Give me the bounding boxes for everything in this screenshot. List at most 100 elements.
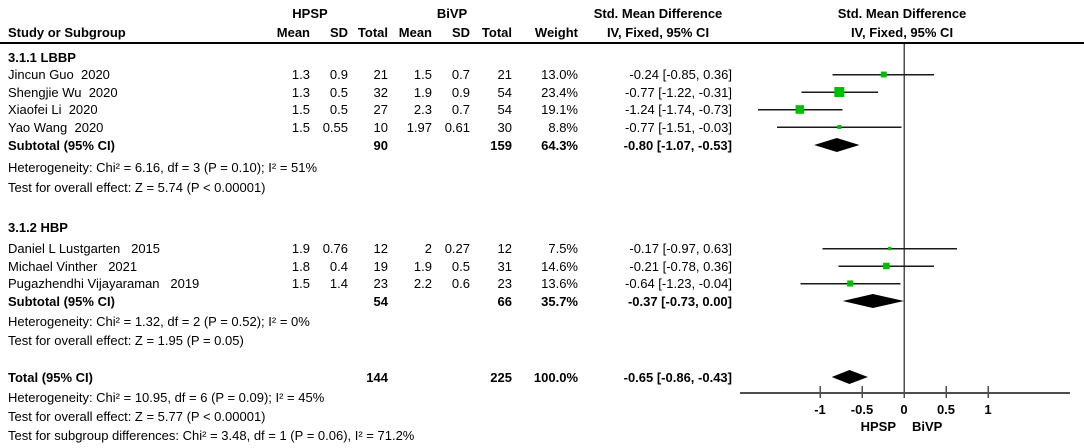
subtotal-row: Subtotal (95% CI) 90 159 64.3% -0.80 [-1.07,… xyxy=(0,137,1084,154)
ci-text-cell: -0.77 [-1.22, -0.31] xyxy=(625,85,732,100)
mean1-cell: 1.5 xyxy=(291,102,310,117)
weight-cell: 7.5% xyxy=(548,241,578,256)
total1-column-header: Total xyxy=(357,25,388,40)
total-row: Total (95% CI) 144 225 100.0% -0.65 [-0.86, … xyxy=(0,369,1084,386)
study-row: Daniel L Lustgarten 2015 1.9 0.76 12 2 0.27 12… xyxy=(0,240,1084,257)
total2-cell: 54 xyxy=(497,102,512,117)
note-row: Heterogeneity: Chi² = 1.32, df = 2 (P = … xyxy=(0,313,1084,330)
total1-cell: 54 xyxy=(373,294,388,309)
section-row: 3.1.1 LBBP xyxy=(0,49,1084,66)
sd1-cell: 0.4 xyxy=(329,259,348,274)
stat-note: Test for overall effect: Z = 5.77 (P < 0… xyxy=(8,409,266,424)
study-row: Xiaofei Li 2020 1.5 0.5 27 2.3 0.7 54 19.1% -1.2… xyxy=(0,101,1084,118)
section-label: 3.1.1 LBBP xyxy=(8,50,76,65)
sd2-cell: 0.61 xyxy=(444,120,470,135)
study-name-cell: Xiaofei Li 2020 xyxy=(8,102,98,117)
ci-text-cell: -0.64 [-1.23, -0.04] xyxy=(625,276,732,291)
sd1-cell: 0.76 xyxy=(322,241,348,256)
sd2-column-header: SD xyxy=(451,25,470,40)
total1-cell: 27 xyxy=(373,102,388,117)
study-name-cell: Michael Vinther 2021 xyxy=(8,259,138,274)
mean1-cell: 1.9 xyxy=(291,241,310,256)
sd1-cell: 0.5 xyxy=(329,102,348,117)
total2-column-header: Total xyxy=(481,25,512,40)
study-name-cell: Total (95% CI) xyxy=(8,370,93,385)
smd-title-left: Std. Mean Difference xyxy=(593,6,723,21)
weight-column-header: Weight xyxy=(534,25,578,40)
note-row: Heterogeneity: Chi² = 10.95, df = 6 (P =… xyxy=(0,389,1084,406)
weight-cell: 19.1% xyxy=(541,102,578,117)
study-row: Yao Wang 2020 1.5 0.55 10 1.97 0.61 30 8.8% -0.7… xyxy=(0,119,1084,136)
note-row: Test for overall effect: Z = 5.74 (P < 0… xyxy=(0,179,1084,196)
total1-cell: 10 xyxy=(373,120,388,135)
weight-cell: 13.0% xyxy=(541,67,578,82)
study-name-cell: Pugazhendhi Vijayaraman 2019 xyxy=(8,276,200,291)
smd-sub-left: IV, Fixed, 95% CI xyxy=(606,25,710,40)
sd2-cell: 0.9 xyxy=(451,85,470,100)
study-name-cell: Subtotal (95% CI) xyxy=(8,138,115,153)
ci-text-cell: -0.77 [-1.51, -0.03] xyxy=(625,120,732,135)
total2-cell: 66 xyxy=(497,294,512,309)
sd1-cell: 1.4 xyxy=(329,276,348,291)
mean2-cell: 2.2 xyxy=(413,276,432,291)
weight-cell: 100.0% xyxy=(533,370,578,385)
total1-cell: 144 xyxy=(366,370,388,385)
sd1-column-header: SD xyxy=(329,25,348,40)
group2-header: BiVP xyxy=(436,6,468,21)
stat-note: Test for subgroup differences: Chi² = 3.… xyxy=(8,428,415,443)
mean1-cell: 1.3 xyxy=(291,85,310,100)
sd1-cell: 0.5 xyxy=(329,85,348,100)
stat-note: Heterogeneity: Chi² = 10.95, df = 6 (P =… xyxy=(8,390,325,405)
total2-cell: 12 xyxy=(497,241,512,256)
subtotal-row: Subtotal (95% CI) 54 66 35.7% -0.37 [-0.73, … xyxy=(0,293,1084,310)
total2-cell: 159 xyxy=(490,138,512,153)
section-label: 3.1.2 HBP xyxy=(8,220,68,235)
note-row: Test for overall effect: Z = 5.77 (P < 0… xyxy=(0,408,1084,425)
note-row: Heterogeneity: Chi² = 6.16, df = 3 (P = … xyxy=(0,159,1084,176)
study-column-header: Study or Subgroup xyxy=(8,25,126,40)
mean2-cell: 2 xyxy=(424,241,432,256)
weight-cell: 64.3% xyxy=(541,138,578,153)
sd2-cell: 0.27 xyxy=(444,241,470,256)
stat-note: Test for overall effect: Z = 1.95 (P = 0… xyxy=(8,333,244,348)
total1-cell: 23 xyxy=(373,276,388,291)
study-row: Jincun Guo 2020 1.3 0.9 21 1.5 0.7 21 13.0% -0.2… xyxy=(0,66,1084,83)
mean1-cell: 1.5 xyxy=(291,120,310,135)
mean2-cell: 1.9 xyxy=(413,259,432,274)
mean1-column-header: Mean xyxy=(276,25,310,40)
stat-note: Test for overall effect: Z = 5.74 (P < 0… xyxy=(8,180,266,195)
study-row: Pugazhendhi Vijayaraman 2019 1.5 1.4 23 2.2 0… xyxy=(0,275,1084,292)
mean2-cell: 1.97 xyxy=(406,120,432,135)
study-name-cell: Shengjie Wu 2020 xyxy=(8,85,118,100)
sd2-cell: 0.5 xyxy=(451,259,470,274)
total1-cell: 19 xyxy=(373,259,388,274)
note-row: Test for overall effect: Z = 1.95 (P = 0… xyxy=(0,332,1084,349)
total1-cell: 12 xyxy=(373,241,388,256)
sd2-cell: 0.7 xyxy=(451,102,470,117)
weight-cell: 13.6% xyxy=(541,276,578,291)
ci-text-cell: -1.24 [-1.74, -0.73] xyxy=(625,102,732,117)
mean1-cell: 1.5 xyxy=(291,276,310,291)
ci-text-cell: -0.17 [-0.97, 0.63] xyxy=(629,241,732,256)
sd2-cell: 0.6 xyxy=(451,276,470,291)
study-name-cell: Yao Wang 2020 xyxy=(8,120,104,135)
sd1-cell: 0.55 xyxy=(322,120,348,135)
study-name-cell: Subtotal (95% CI) xyxy=(8,294,115,309)
total1-cell: 90 xyxy=(373,138,388,153)
ci-text-cell: -0.21 [-0.78, 0.36] xyxy=(629,259,732,274)
weight-cell: 35.7% xyxy=(541,294,578,309)
mean1-cell: 1.8 xyxy=(291,259,310,274)
study-name-cell: Jincun Guo 2020 xyxy=(8,67,110,82)
ci-text-cell: -0.24 [-0.85, 0.36] xyxy=(629,67,732,82)
header-rule xyxy=(0,42,1084,44)
mean2-column-header: Mean xyxy=(398,25,432,40)
mean2-cell: 1.9 xyxy=(413,85,432,100)
smd-sub-right: IV, Fixed, 95% CI xyxy=(850,25,954,40)
total2-cell: 225 xyxy=(490,370,512,385)
total2-cell: 21 xyxy=(497,67,512,82)
weight-cell: 23.4% xyxy=(541,85,578,100)
total2-cell: 31 xyxy=(497,259,512,274)
study-row: Shengjie Wu 2020 1.3 0.5 32 1.9 0.9 54 23.4% -0.… xyxy=(0,84,1084,101)
total1-cell: 32 xyxy=(373,85,388,100)
